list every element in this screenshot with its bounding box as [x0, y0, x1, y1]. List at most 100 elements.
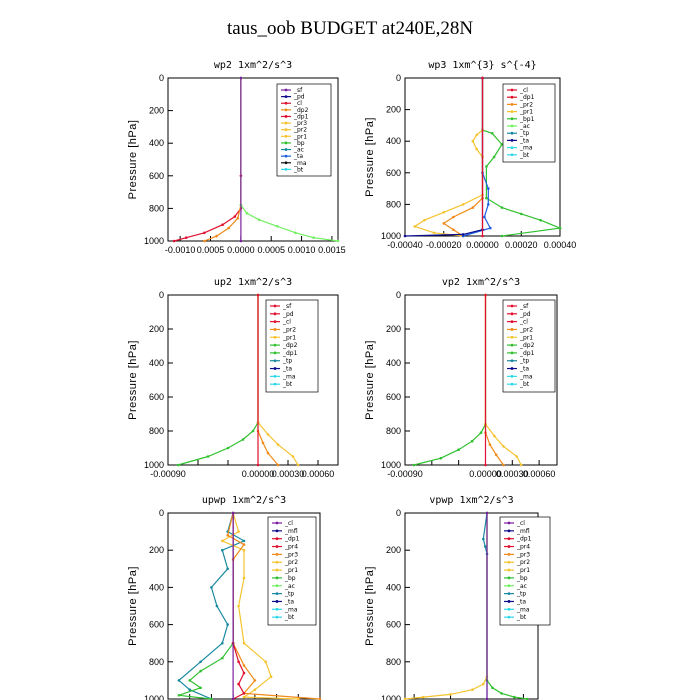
y-tick-label: 0	[396, 73, 401, 83]
chart-panel-upwp: upwp 1xm^2/s^302004006008001000-0.000060…	[127, 495, 322, 700]
legend-marker	[273, 328, 277, 331]
legend-label: _dp2	[282, 342, 298, 349]
series-marker	[484, 293, 487, 297]
legend-marker	[284, 161, 288, 165]
panel-title: wp3 1xm^{3} s^{-4}	[428, 60, 536, 71]
legend-label: _dp1	[282, 350, 298, 357]
series-marker	[237, 660, 240, 664]
y-tick-label: 800	[149, 203, 164, 213]
legend-label: _ac	[293, 147, 304, 154]
legend-label: _bt	[516, 614, 527, 621]
legend-label: _ta	[282, 366, 292, 373]
chart-panel-wp3: wp3 1xm^{3} s^{-4}02004006008001000-0.00…	[364, 60, 576, 250]
legend-marker	[510, 146, 514, 150]
series-marker	[481, 76, 484, 80]
series-marker	[215, 234, 218, 238]
legend-marker	[510, 320, 514, 324]
legend-label: _pr1	[282, 334, 296, 341]
series-marker	[210, 586, 213, 589]
y-tick-label: 200	[386, 324, 401, 334]
legend-marker	[284, 121, 288, 125]
series-marker	[485, 697, 489, 700]
series-marker	[475, 133, 479, 137]
series-marker	[502, 463, 505, 467]
legend-label: _pr3	[516, 551, 530, 558]
legend-marker	[284, 101, 288, 105]
series-marker	[488, 443, 492, 446]
legend-marker	[284, 134, 288, 138]
series-marker	[439, 456, 443, 460]
legend-marker	[510, 88, 514, 92]
legend-label: _tp	[282, 358, 292, 365]
x-tick-label: 0.00000	[242, 469, 275, 479]
y-tick-label: 800	[149, 426, 164, 436]
series-marker	[242, 576, 246, 580]
series-marker	[312, 236, 316, 239]
legend-label: _dp1	[519, 350, 535, 357]
series-marker	[264, 660, 268, 664]
y-tick-label: 600	[149, 392, 164, 402]
legend-marker	[510, 117, 514, 121]
series-marker	[236, 216, 240, 220]
legend-label: _dp1	[284, 536, 300, 543]
legend-marker	[275, 615, 279, 619]
y-tick-label: 600	[386, 620, 401, 630]
legend-label: _dp1	[519, 94, 535, 101]
series-marker	[500, 692, 503, 695]
series-marker	[475, 147, 479, 151]
x-tick-label: 0.00060	[302, 469, 335, 479]
series-marker	[500, 143, 504, 146]
series-marker	[226, 567, 229, 571]
series-marker	[256, 463, 260, 467]
legend-marker	[510, 153, 514, 157]
legend-marker	[273, 382, 277, 386]
series-marker	[461, 203, 465, 206]
series-marker	[318, 697, 322, 700]
series-marker	[221, 548, 224, 552]
legend-marker	[273, 343, 277, 347]
legend-label: _pr1	[293, 133, 307, 140]
series-marker	[413, 225, 417, 228]
legend-label: _cl	[282, 319, 291, 326]
series-marker	[479, 431, 483, 435]
series-marker	[199, 669, 202, 673]
legend-label: _ma	[519, 373, 533, 380]
y-tick-label: 200	[149, 324, 164, 334]
legend-marker	[507, 584, 511, 588]
series-line	[442, 78, 484, 237]
series-marker	[226, 534, 229, 537]
legend-label: _pr2	[284, 559, 298, 566]
series-marker	[442, 211, 446, 214]
legend-label: _ma	[516, 606, 530, 613]
legend-label: _ta	[284, 598, 294, 605]
legend-label: _ac	[519, 123, 530, 130]
series-marker	[245, 212, 249, 215]
legend-label: _tp	[284, 591, 294, 598]
legend-label: _mfl	[516, 528, 530, 535]
legend-marker	[507, 607, 511, 611]
legend-label: _tp	[516, 591, 526, 598]
y-tick-label: 1000	[381, 460, 401, 470]
legend-label: _bt	[519, 152, 530, 159]
legend-label: _tp	[519, 130, 529, 137]
y-tick-label: 400	[149, 358, 164, 368]
x-tick-label: -0.0010	[165, 245, 196, 255]
series-marker	[500, 206, 504, 209]
y-tick-label: 200	[386, 545, 401, 555]
y-tick-label: 400	[149, 138, 164, 148]
y-tick-label: 400	[386, 136, 401, 146]
series-marker	[502, 445, 505, 448]
y-tick-label: 200	[386, 105, 401, 115]
series-marker	[276, 225, 279, 228]
series-marker	[257, 218, 261, 222]
series-marker	[242, 664, 246, 667]
legend-marker	[275, 521, 279, 525]
series-marker	[242, 641, 246, 645]
legend-marker	[507, 521, 511, 525]
series-marker	[237, 604, 240, 608]
series-marker	[484, 463, 487, 467]
series-marker	[470, 439, 474, 443]
legend-marker	[273, 359, 277, 363]
series-marker	[261, 441, 265, 445]
